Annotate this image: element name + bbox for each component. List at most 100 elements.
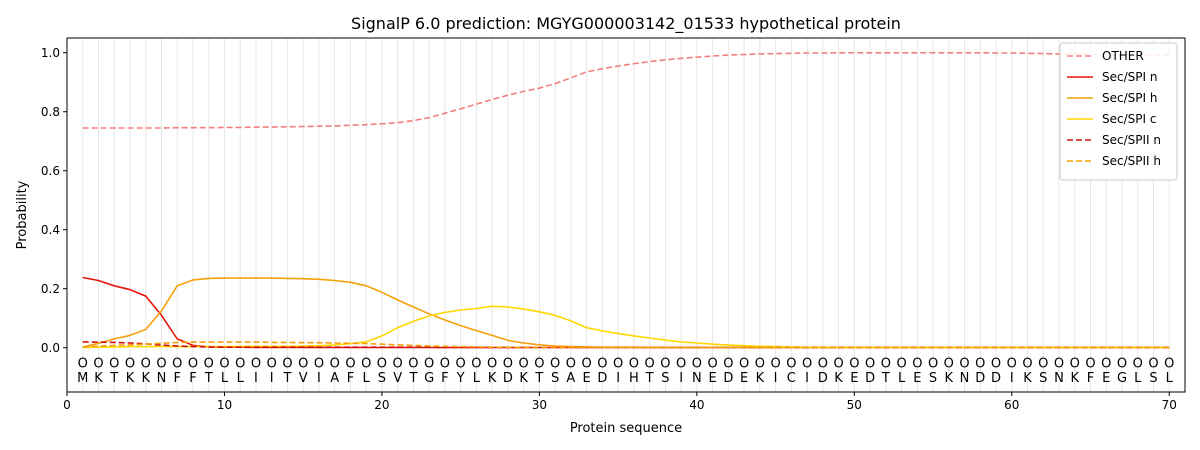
sequence-letter: S: [929, 371, 937, 386]
region-marker: O: [707, 357, 717, 372]
sequence-letter: N: [1054, 371, 1064, 386]
y-tick-label: 0.8: [41, 105, 60, 119]
sequence-letter: D: [597, 371, 607, 386]
region-marker: O: [613, 357, 623, 372]
region-marker: O: [519, 357, 529, 372]
region-marker: O: [487, 357, 497, 372]
sequence-letter: E: [583, 371, 591, 386]
sequence-letter: L: [363, 371, 371, 386]
sequence-letter: E: [1102, 371, 1110, 386]
sequence-letter: D: [975, 371, 985, 386]
region-marker: O: [141, 357, 151, 372]
region-marker: O: [314, 357, 324, 372]
legend-label: Sec/SPII n: [1102, 133, 1161, 147]
sequence-letter: D: [991, 371, 1001, 386]
sequence-letter: M: [77, 371, 88, 386]
y-tick-label: 0.2: [41, 282, 60, 296]
sequence-letter: L: [1166, 371, 1174, 386]
region-marker: O: [645, 357, 655, 372]
region-marker: O: [566, 357, 576, 372]
region-marker: O: [723, 357, 733, 372]
region-marker: O: [1117, 357, 1127, 372]
region-marker: O: [204, 357, 214, 372]
region-marker: O: [1007, 357, 1017, 372]
series-line: [82, 277, 1170, 349]
region-marker: O: [424, 357, 434, 372]
sequence-letter: T: [204, 371, 213, 386]
sequence-letter: V: [299, 371, 308, 386]
region-marker: O: [739, 357, 749, 372]
sequence-letter: D: [723, 371, 733, 386]
region-marker: O: [1164, 357, 1174, 372]
region-marker: O: [377, 357, 387, 372]
region-marker: O: [959, 357, 969, 372]
sequence-letter: N: [157, 371, 167, 386]
sequence-letter: Y: [456, 371, 465, 386]
region-marker: O: [251, 357, 261, 372]
region-marker: O: [361, 357, 371, 372]
x-tick-label: 40: [689, 398, 704, 412]
region-marker: O: [802, 357, 812, 372]
sequence-letter: N: [960, 371, 970, 386]
sequence-letter: E: [708, 371, 716, 386]
region-marker: O: [298, 357, 308, 372]
y-tick-label: 0.4: [41, 223, 60, 237]
sequence-letter: I: [774, 371, 778, 386]
region-marker: O: [975, 357, 985, 372]
sequence-letter: S: [551, 371, 559, 386]
region-marker: O: [282, 357, 292, 372]
sequence-letter: N: [692, 371, 702, 386]
region-marker: O: [833, 357, 843, 372]
x-axis-ticks: 0 10 20 30 40 50 60 70: [63, 392, 1177, 412]
sequence-letter: T: [282, 371, 291, 386]
sequence-letter: L: [473, 371, 481, 386]
y-axis-label: Probability: [15, 180, 30, 249]
x-tick-label: 10: [217, 398, 232, 412]
sequence-letter: T: [408, 371, 417, 386]
sequence-letter: S: [1149, 371, 1157, 386]
region-marker: O: [109, 357, 119, 372]
chart-title: SignalP 6.0 prediction: MGYG000003142_01…: [351, 14, 901, 34]
region-marker: O: [1070, 357, 1080, 372]
region-marker: O: [1038, 357, 1048, 372]
region-marker: O: [755, 357, 765, 372]
region-marker: O: [156, 357, 166, 372]
sequence-letter: I: [317, 371, 321, 386]
region-marker: O: [881, 357, 891, 372]
region-marker: O: [440, 357, 450, 372]
region-marker: O: [1148, 357, 1158, 372]
region-marker: O: [503, 357, 513, 372]
sequence-letter: A: [330, 371, 339, 386]
series-line: [82, 51, 1170, 129]
region-marker: O: [1133, 357, 1143, 372]
legend-label: Sec/SPI c: [1102, 112, 1156, 126]
region-marker: O: [1054, 357, 1064, 372]
sequence-letter: V: [393, 371, 402, 386]
sequence-letter: L: [898, 371, 906, 386]
sequence-letter: K: [1071, 371, 1080, 386]
sequence-letter: K: [945, 371, 954, 386]
region-marker: O: [692, 357, 702, 372]
y-axis-ticks: 0.0 0.2 0.4 0.6 0.8 1.0: [41, 46, 67, 355]
x-tick-label: 60: [1004, 398, 1019, 412]
sequence-letter: K: [126, 371, 135, 386]
sequence-letter: K: [519, 371, 528, 386]
region-marker: O: [125, 357, 135, 372]
sequence-letter: I: [616, 371, 620, 386]
sequence-letter: T: [534, 371, 543, 386]
sequence-letter: K: [488, 371, 497, 386]
series-line: [82, 341, 1170, 349]
sequence-letter: E: [850, 371, 858, 386]
sequence-letter: A: [566, 371, 575, 386]
region-marker: O: [345, 357, 355, 372]
sequence-letter: K: [834, 371, 843, 386]
sequence-letter: F: [441, 371, 448, 386]
x-tick-label: 70: [1162, 398, 1177, 412]
legend-label: Sec/SPI h: [1102, 91, 1157, 105]
plot-frame: [66, 37, 1186, 393]
x-tick-label: 0: [63, 398, 71, 412]
region-marker: O: [235, 357, 245, 372]
sequence-letter: I: [270, 371, 274, 386]
region-marker: O: [849, 357, 859, 372]
